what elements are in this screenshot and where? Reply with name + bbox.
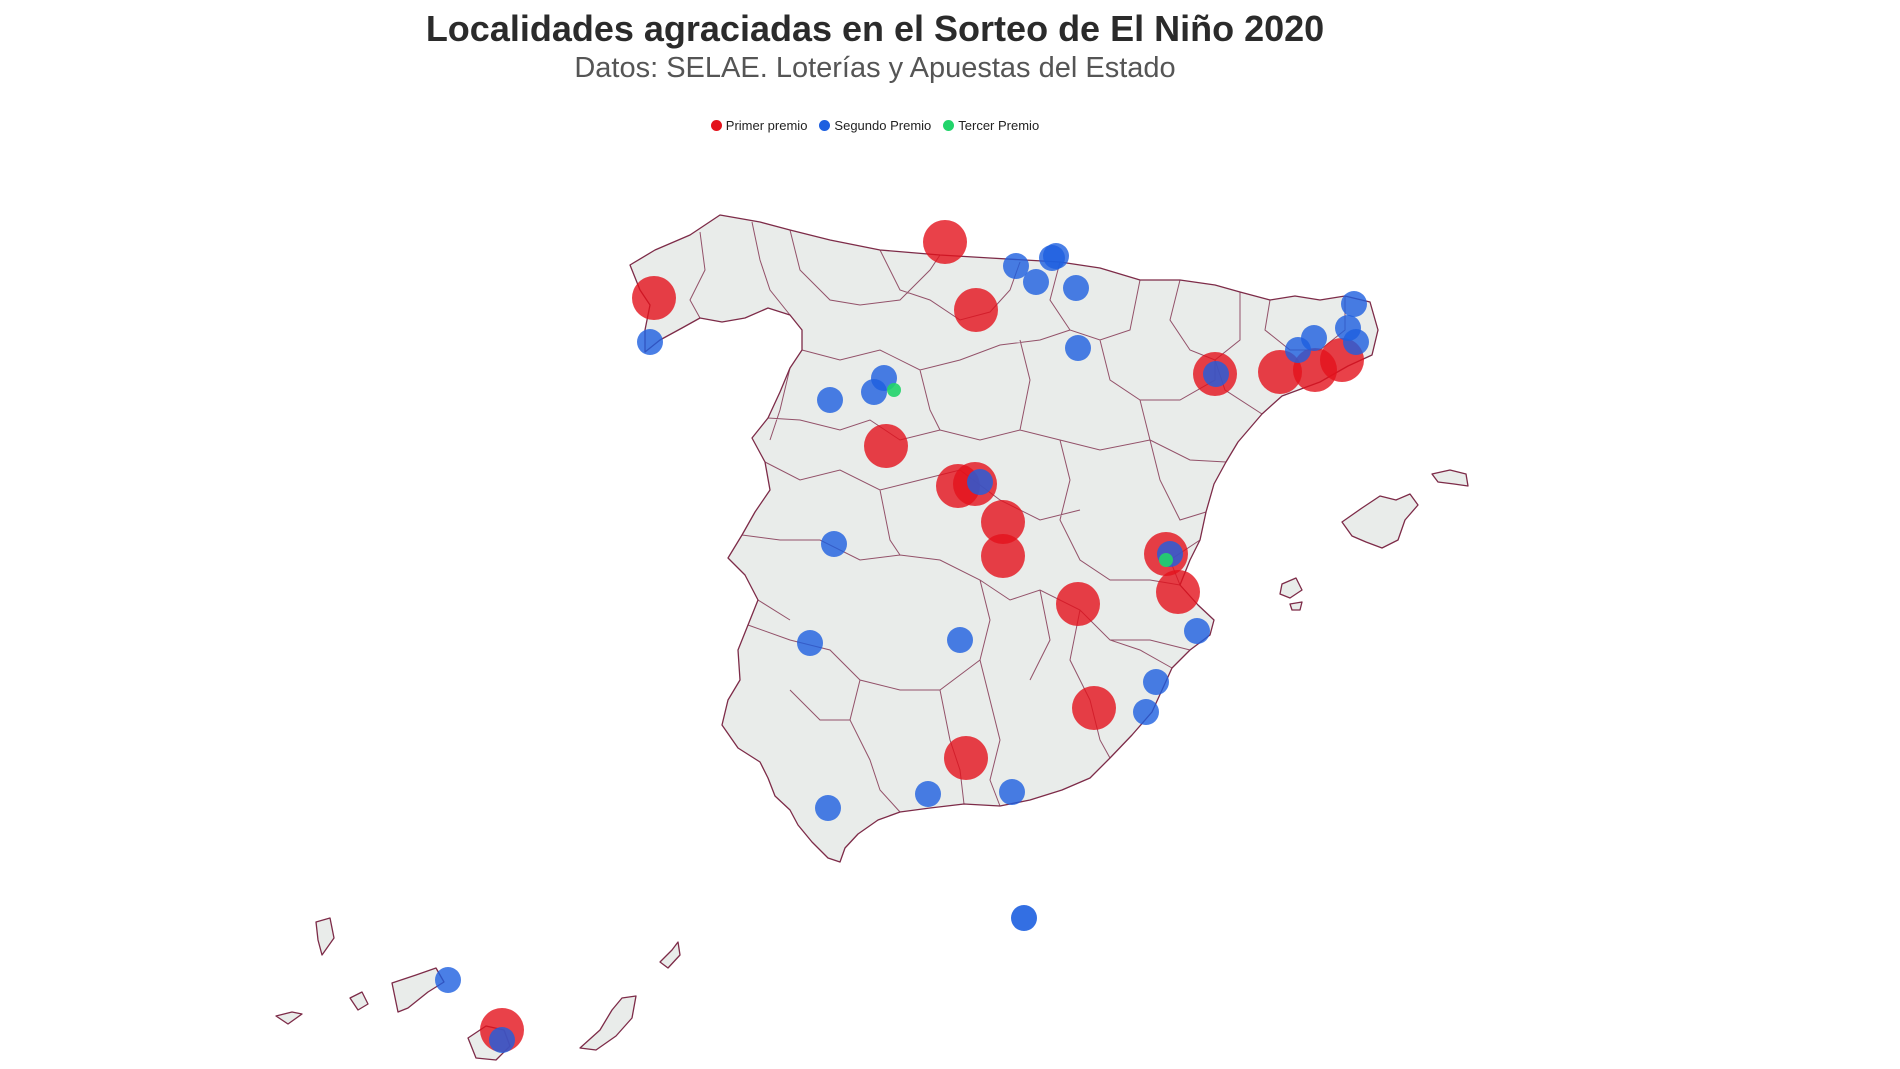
marker-segundo-premio[interactable] — [915, 781, 941, 807]
marker-segundo-premio[interactable] — [1133, 699, 1159, 725]
island-menorca — [1431, 469, 1469, 487]
marker-segundo-premio[interactable] — [1184, 618, 1210, 644]
marker-primer-premio[interactable] — [864, 424, 908, 468]
marker-segundo-premio[interactable] — [1065, 335, 1091, 361]
marker-primer-premio[interactable] — [1072, 686, 1116, 730]
marker-tercer-premio[interactable] — [1159, 553, 1173, 567]
marker-segundo-premio[interactable] — [861, 379, 887, 405]
island-mallorca — [1341, 493, 1419, 549]
legend-label-segundo-premio: Segundo Premio — [834, 118, 932, 133]
marker-primer-premio[interactable] — [981, 500, 1025, 544]
marker-segundo-premio[interactable] — [1343, 329, 1369, 355]
marker-primer-premio[interactable] — [1156, 570, 1200, 614]
marker-segundo-premio[interactable] — [1003, 253, 1029, 279]
marker-segundo-premio[interactable] — [637, 329, 663, 355]
island-tenerife — [391, 967, 445, 1013]
marker-segundo-premio[interactable] — [815, 795, 841, 821]
marker-segundo-premio[interactable] — [1143, 669, 1169, 695]
marker-segundo-premio[interactable] — [435, 967, 461, 993]
marker-segundo-premio[interactable] — [1011, 905, 1037, 931]
marker-segundo-premio[interactable] — [817, 387, 843, 413]
island-lanzarote — [659, 941, 681, 969]
prize-markers — [435, 220, 1369, 1053]
marker-primer-premio[interactable] — [632, 276, 676, 320]
island-fuerteventura — [579, 995, 637, 1051]
legend: Primer premio Segundo Premio Tercer Prem… — [0, 118, 1750, 133]
island-gomera — [349, 991, 369, 1011]
marker-segundo-premio[interactable] — [967, 469, 993, 495]
legend-swatch-tercer-premio — [943, 120, 955, 131]
marker-segundo-premio[interactable] — [1063, 275, 1089, 301]
marker-tercer-premio[interactable] — [887, 383, 901, 397]
legend-item-segundo-premio[interactable]: Segundo Premio — [819, 118, 931, 133]
marker-segundo-premio[interactable] — [797, 630, 823, 656]
marker-segundo-premio[interactable] — [999, 779, 1025, 805]
marker-primer-premio[interactable] — [923, 220, 967, 264]
marker-segundo-premio[interactable] — [1043, 243, 1069, 269]
map-title: Localidades agraciadas en el Sorteo de E… — [425, 8, 1325, 49]
marker-segundo-premio[interactable] — [947, 627, 973, 653]
marker-segundo-premio[interactable] — [1023, 269, 1049, 295]
island-formentera — [1289, 601, 1303, 611]
legend-swatch-segundo-premio — [819, 120, 831, 131]
legend-label-tercer-premio: Tercer Premio — [958, 118, 1040, 133]
island-el-hierro — [275, 1011, 303, 1025]
marker-primer-premio[interactable] — [1056, 582, 1100, 626]
marker-segundo-premio[interactable] — [1341, 291, 1367, 317]
legend-swatch-primer-premio — [710, 120, 722, 131]
marker-segundo-premio[interactable] — [821, 531, 847, 557]
marker-segundo-premio[interactable] — [1285, 337, 1311, 363]
island-la-palma — [315, 917, 335, 956]
marker-segundo-premio[interactable] — [1203, 361, 1229, 387]
legend-item-tercer-premio[interactable]: Tercer Premio — [943, 118, 1039, 133]
map-subtitle: Datos: SELAE. Loterías y Apuestas del Es… — [574, 52, 1176, 84]
marker-primer-premio[interactable] — [954, 288, 998, 332]
marker-primer-premio[interactable] — [981, 534, 1025, 578]
legend-item-primer-premio[interactable]: Primer premio — [710, 118, 808, 133]
legend-label-primer-premio: Primer premio — [725, 118, 808, 133]
island-ibiza — [1279, 577, 1303, 599]
marker-primer-premio[interactable] — [1258, 350, 1302, 394]
marker-primer-premio[interactable] — [944, 736, 988, 780]
marker-segundo-premio[interactable] — [489, 1027, 515, 1053]
